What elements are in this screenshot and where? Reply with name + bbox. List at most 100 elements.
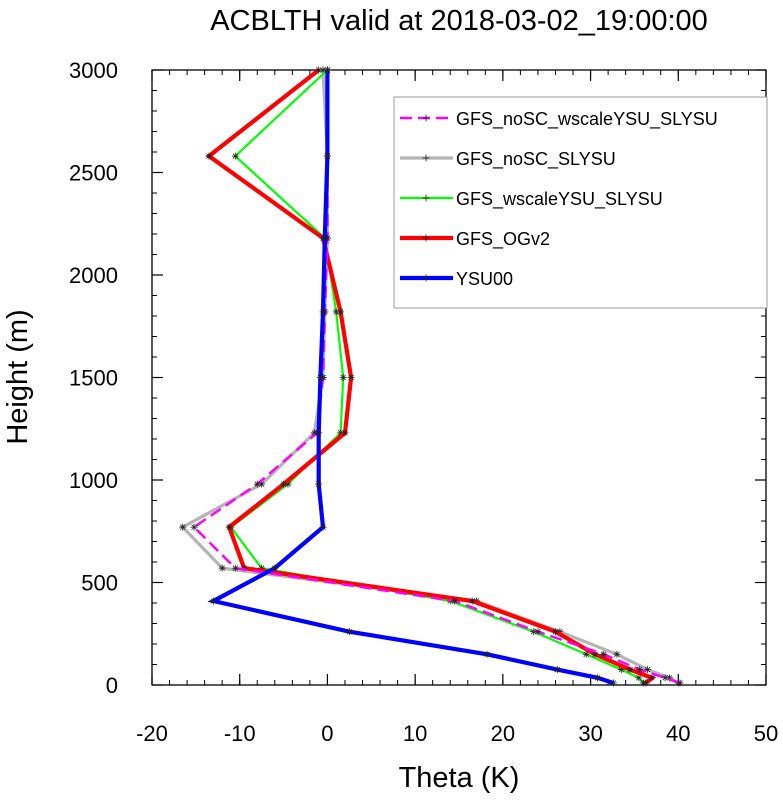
data-point-mark — [594, 675, 601, 681]
data-point-mark — [285, 481, 291, 487]
data-point-mark — [552, 628, 559, 635]
data-point-mark — [179, 524, 186, 530]
x-tick-label: -20 — [136, 721, 168, 746]
legend-label: GFS_noSC_wscaleYSU_SLYSU — [456, 109, 718, 130]
data-point-mark — [337, 309, 344, 315]
data-point-mark — [346, 628, 353, 635]
data-point — [271, 564, 279, 572]
x-tick-label: 30 — [578, 721, 602, 746]
data-point — [339, 374, 347, 381]
data-point-mark — [649, 675, 655, 681]
data-point-mark — [232, 565, 239, 571]
data-point — [323, 66, 331, 74]
data-point — [626, 666, 634, 674]
data-point-mark — [210, 598, 217, 604]
data-point-mark — [592, 651, 598, 657]
data-point-mark — [643, 680, 649, 686]
data-point-mark — [232, 153, 239, 159]
data-point-mark — [614, 651, 620, 657]
data-point-mark — [315, 67, 322, 73]
data-point-mark — [324, 153, 331, 159]
data-point — [613, 650, 621, 658]
y-tick-label: 1000 — [69, 468, 118, 493]
data-point — [190, 523, 198, 531]
data-point — [594, 674, 602, 682]
legend-label: YSU00 — [456, 269, 513, 289]
data-point-mark — [322, 235, 328, 241]
legend-label: GFS_OGv2 — [456, 229, 550, 250]
y-tick-label: 0 — [106, 673, 118, 698]
data-point-mark — [317, 374, 324, 381]
data-point-mark — [340, 374, 346, 381]
x-tick-label: -10 — [224, 721, 256, 746]
data-point-mark — [666, 675, 673, 681]
data-point — [345, 628, 353, 636]
data-point — [253, 480, 261, 488]
data-point-mark — [554, 666, 560, 673]
data-point-mark — [191, 524, 197, 530]
x-tick-label: 20 — [491, 721, 515, 746]
legend-label: GFS_noSC_SLYSU — [456, 149, 616, 170]
x-tick-label: 40 — [666, 721, 690, 746]
y-tick-label: 500 — [81, 571, 118, 596]
data-point-mark — [484, 651, 490, 657]
data-point-mark — [320, 309, 326, 315]
data-point — [600, 650, 608, 658]
x-tick-label: 50 — [754, 721, 778, 746]
data-point — [209, 597, 217, 605]
x-tick-label: 0 — [321, 721, 333, 746]
data-point — [315, 66, 323, 74]
data-point — [218, 564, 226, 572]
data-point — [534, 628, 542, 636]
data-point — [609, 679, 617, 687]
data-point — [642, 679, 650, 687]
chart-title: ACBLTH valid at 2018-03-02_19:00:00 — [210, 5, 708, 37]
data-point-mark — [662, 675, 668, 681]
data-point — [321, 234, 329, 242]
data-point — [231, 152, 239, 160]
data-point — [347, 374, 355, 381]
x-axis-label: Theta (K) — [399, 762, 520, 794]
data-point — [179, 523, 187, 531]
data-point-mark — [337, 430, 344, 436]
data-point — [553, 666, 561, 674]
data-point-mark — [258, 481, 265, 487]
data-point — [661, 674, 669, 682]
data-point-mark — [342, 430, 348, 436]
data-point — [648, 674, 656, 682]
data-point — [468, 597, 476, 605]
data-point — [451, 597, 459, 605]
data-point-mark — [280, 481, 287, 487]
legend-box — [393, 96, 768, 309]
axes: -20 -10 0 10 20 30 40 5005001000150020002500300… — [69, 58, 778, 746]
data-point — [231, 564, 239, 572]
data-point — [319, 523, 327, 531]
data-point — [205, 152, 213, 160]
y-tick-label: 1500 — [69, 366, 118, 391]
data-point-mark — [254, 481, 260, 487]
data-point-mark — [219, 565, 225, 571]
legend: GFS_noSC_wscaleYSU_SLYSU GFS_noSC_SLYSU GF… — [393, 96, 768, 309]
data-point — [676, 679, 684, 687]
data-point — [316, 374, 324, 381]
data-point-mark — [583, 651, 589, 657]
data-point-mark — [451, 598, 458, 604]
y-axis-label: Height (m) — [2, 309, 34, 444]
data-point-mark — [272, 565, 278, 571]
data-point-mark — [226, 524, 232, 530]
plot-series — [179, 66, 684, 687]
data-point — [341, 429, 349, 437]
x-tick-label: 10 — [403, 721, 427, 746]
data-point — [582, 650, 590, 658]
data-point-mark — [469, 598, 475, 604]
data-point-mark — [324, 67, 331, 73]
data-point — [483, 650, 491, 658]
data-point — [315, 429, 323, 437]
data-point — [551, 628, 559, 636]
series-line-0 — [192, 70, 681, 685]
data-point — [337, 308, 345, 316]
data-point-mark — [535, 628, 541, 635]
data-point — [323, 152, 331, 160]
y-tick-label: 2500 — [69, 161, 118, 186]
